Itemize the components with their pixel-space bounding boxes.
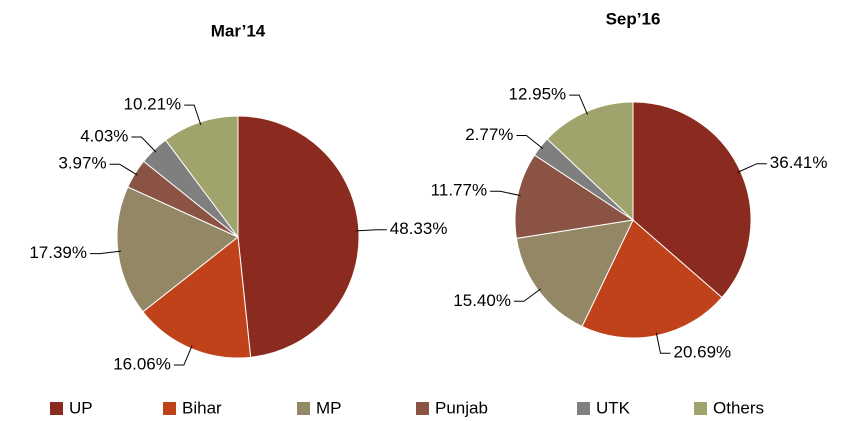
data-label: 4.03% xyxy=(80,127,128,146)
leader-line xyxy=(490,190,521,197)
leader-line xyxy=(655,332,671,354)
leader-line xyxy=(737,163,767,173)
data-label: 17.39% xyxy=(29,243,87,262)
legend-swatch xyxy=(163,402,176,415)
data-label: 12.95% xyxy=(509,85,567,104)
legend-swatch xyxy=(50,402,63,415)
data-label: 10.21% xyxy=(123,95,181,114)
legend-label: Bihar xyxy=(182,398,222,417)
leader-line xyxy=(89,250,121,255)
legend-label: Punjab xyxy=(435,398,488,417)
data-label: 20.69% xyxy=(673,343,731,362)
pie-slice xyxy=(237,115,360,358)
leader-line xyxy=(569,94,588,115)
data-label: 48.33% xyxy=(390,219,448,238)
legend-label: MP xyxy=(316,398,342,417)
leader-line xyxy=(184,104,202,126)
leader-line xyxy=(516,135,544,149)
data-label: 15.40% xyxy=(453,291,511,310)
leader-line xyxy=(513,288,542,302)
leader-line xyxy=(131,136,157,153)
legend-swatch xyxy=(577,402,590,415)
data-label: 36.41% xyxy=(770,153,828,172)
leader-line xyxy=(173,345,193,366)
legend-swatch xyxy=(297,402,310,415)
chart-title: Mar’14 xyxy=(211,21,266,40)
chart-title: Sep’16 xyxy=(606,9,661,28)
data-label: 2.77% xyxy=(465,125,513,144)
data-label: 3.97% xyxy=(58,154,106,173)
data-label: 11.77% xyxy=(431,181,487,200)
leader-line xyxy=(109,163,138,176)
leader-line xyxy=(355,229,387,232)
legend-swatch xyxy=(694,402,707,415)
legend-label: UP xyxy=(69,398,93,417)
data-label: 16.06% xyxy=(113,355,171,374)
legend-label: Others xyxy=(713,398,764,417)
legend-label: UTK xyxy=(596,398,631,417)
legend-swatch xyxy=(416,402,429,415)
